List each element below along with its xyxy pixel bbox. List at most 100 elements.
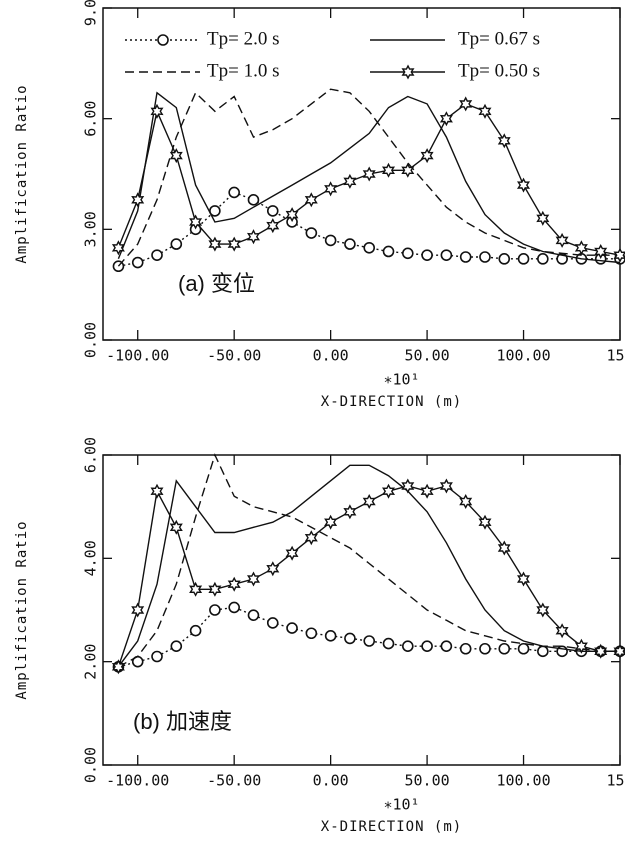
marker-circle <box>209 604 221 616</box>
marker-circle <box>459 251 472 263</box>
y-tick-label: 2.00 <box>82 644 100 680</box>
marker-star <box>420 148 434 164</box>
marker-star <box>304 192 318 208</box>
marker-star <box>439 478 453 494</box>
marker-star <box>324 514 338 530</box>
marker-star <box>189 214 203 230</box>
y-tick-label: 3.00 <box>82 211 100 247</box>
x-tick-label: 15( <box>606 772 625 790</box>
y-tick-label: 0.00 <box>82 747 100 783</box>
y-axis-title: Amplification Ratio <box>14 84 30 263</box>
legend-label: Tp= 1.0 s <box>207 60 279 81</box>
marker-circle <box>382 637 395 650</box>
marker-star <box>574 638 588 654</box>
chart: 0.00 3.00 6.00 9.00 -100.00 -50.00 0.00 50.00 10… <box>14 0 625 410</box>
marker-star <box>208 236 222 252</box>
y-tick-label: 4.00 <box>82 540 100 576</box>
annotation: (a) 变位 <box>178 271 255 296</box>
x-tick-label: -100.00 <box>106 772 169 790</box>
marker-star <box>401 162 415 178</box>
series-line <box>117 464 620 668</box>
marker-star <box>613 247 625 263</box>
marker-star <box>536 210 550 226</box>
marker-star <box>285 545 299 561</box>
marker-circle <box>189 624 202 637</box>
series-line <box>117 91 621 264</box>
marker-circle <box>131 256 144 269</box>
marker-star <box>227 236 241 252</box>
marker-circle <box>228 186 240 199</box>
marker-circle <box>151 650 163 663</box>
plot-frame <box>102 454 621 766</box>
x-axis-title: X-DIRECTION (m) <box>321 819 462 835</box>
marker-circle <box>324 630 337 642</box>
marker-circle <box>382 245 395 258</box>
legend-item: Tp= 2.0 s <box>125 28 279 49</box>
marker-circle <box>266 205 279 217</box>
marker-star <box>381 483 396 499</box>
marker-circle <box>479 642 491 655</box>
marker-circle <box>157 34 169 46</box>
marker-star <box>343 504 357 520</box>
marker-star <box>362 166 376 182</box>
marker-circle <box>421 249 433 261</box>
marker-circle <box>498 642 511 655</box>
x-tick-label: 150 <box>606 347 625 365</box>
marker-star <box>594 244 608 260</box>
marker-star <box>266 218 280 234</box>
marker-star <box>111 240 125 256</box>
x-tick-label: 0.00 <box>313 772 349 790</box>
x-axis-title: X-DIRECTION (m) <box>321 394 462 410</box>
marker-star <box>189 581 203 597</box>
marker-circle <box>344 238 356 250</box>
marker-circle <box>324 234 337 247</box>
marker-star <box>208 581 222 597</box>
marker-star <box>131 602 145 618</box>
marker-star <box>304 530 318 546</box>
marker-star <box>111 659 125 675</box>
legend-item: Tp= 0.50 s <box>370 60 540 81</box>
marker-circle <box>363 241 376 254</box>
x-tick-label: 100.00 <box>496 347 550 365</box>
marker-circle <box>401 640 414 652</box>
marker-circle <box>305 227 318 239</box>
marker-circle <box>479 251 491 263</box>
x-tick-label: -100.00 <box>106 347 169 365</box>
marker-star <box>478 103 492 119</box>
marker-star <box>266 561 280 577</box>
legend-label: Tp= 0.50 s <box>458 60 540 81</box>
marker-star <box>246 229 261 245</box>
series-line <box>118 191 620 267</box>
marker-star <box>497 540 511 556</box>
marker-circle <box>247 609 260 621</box>
marker-star <box>497 133 511 149</box>
marker-star <box>459 96 473 112</box>
chart: 0.00 2.00 4.00 6.00 -100.00 -50.00 0.00 50.00 10… <box>14 437 625 835</box>
marker-star <box>516 177 531 193</box>
marker-circle <box>170 640 183 652</box>
marker-star <box>150 483 164 499</box>
y-tick-label: 6.00 <box>82 101 100 137</box>
marker-circle <box>401 247 414 260</box>
marker-circle <box>537 645 549 658</box>
y-axis-title: Amplification Ratio <box>14 520 30 699</box>
y-tick-label: 9.00 <box>82 0 100 26</box>
marker-circle <box>170 238 183 250</box>
marker-star <box>420 483 434 499</box>
marker-circle <box>266 617 279 629</box>
marker-star <box>439 111 453 127</box>
marker-circle <box>517 253 530 265</box>
marker-star <box>574 240 588 256</box>
x-tick-label: 50.00 <box>405 347 450 365</box>
marker-star <box>324 181 338 197</box>
legend-label: Tp= 2.0 s <box>207 28 279 49</box>
marker-star <box>555 232 569 248</box>
x-tick-label: 0.00 <box>313 347 349 365</box>
marker-circle <box>440 640 453 652</box>
marker-circle <box>247 194 260 206</box>
marker-star <box>150 103 164 119</box>
marker-circle <box>151 249 163 261</box>
marker-circle <box>421 640 433 652</box>
